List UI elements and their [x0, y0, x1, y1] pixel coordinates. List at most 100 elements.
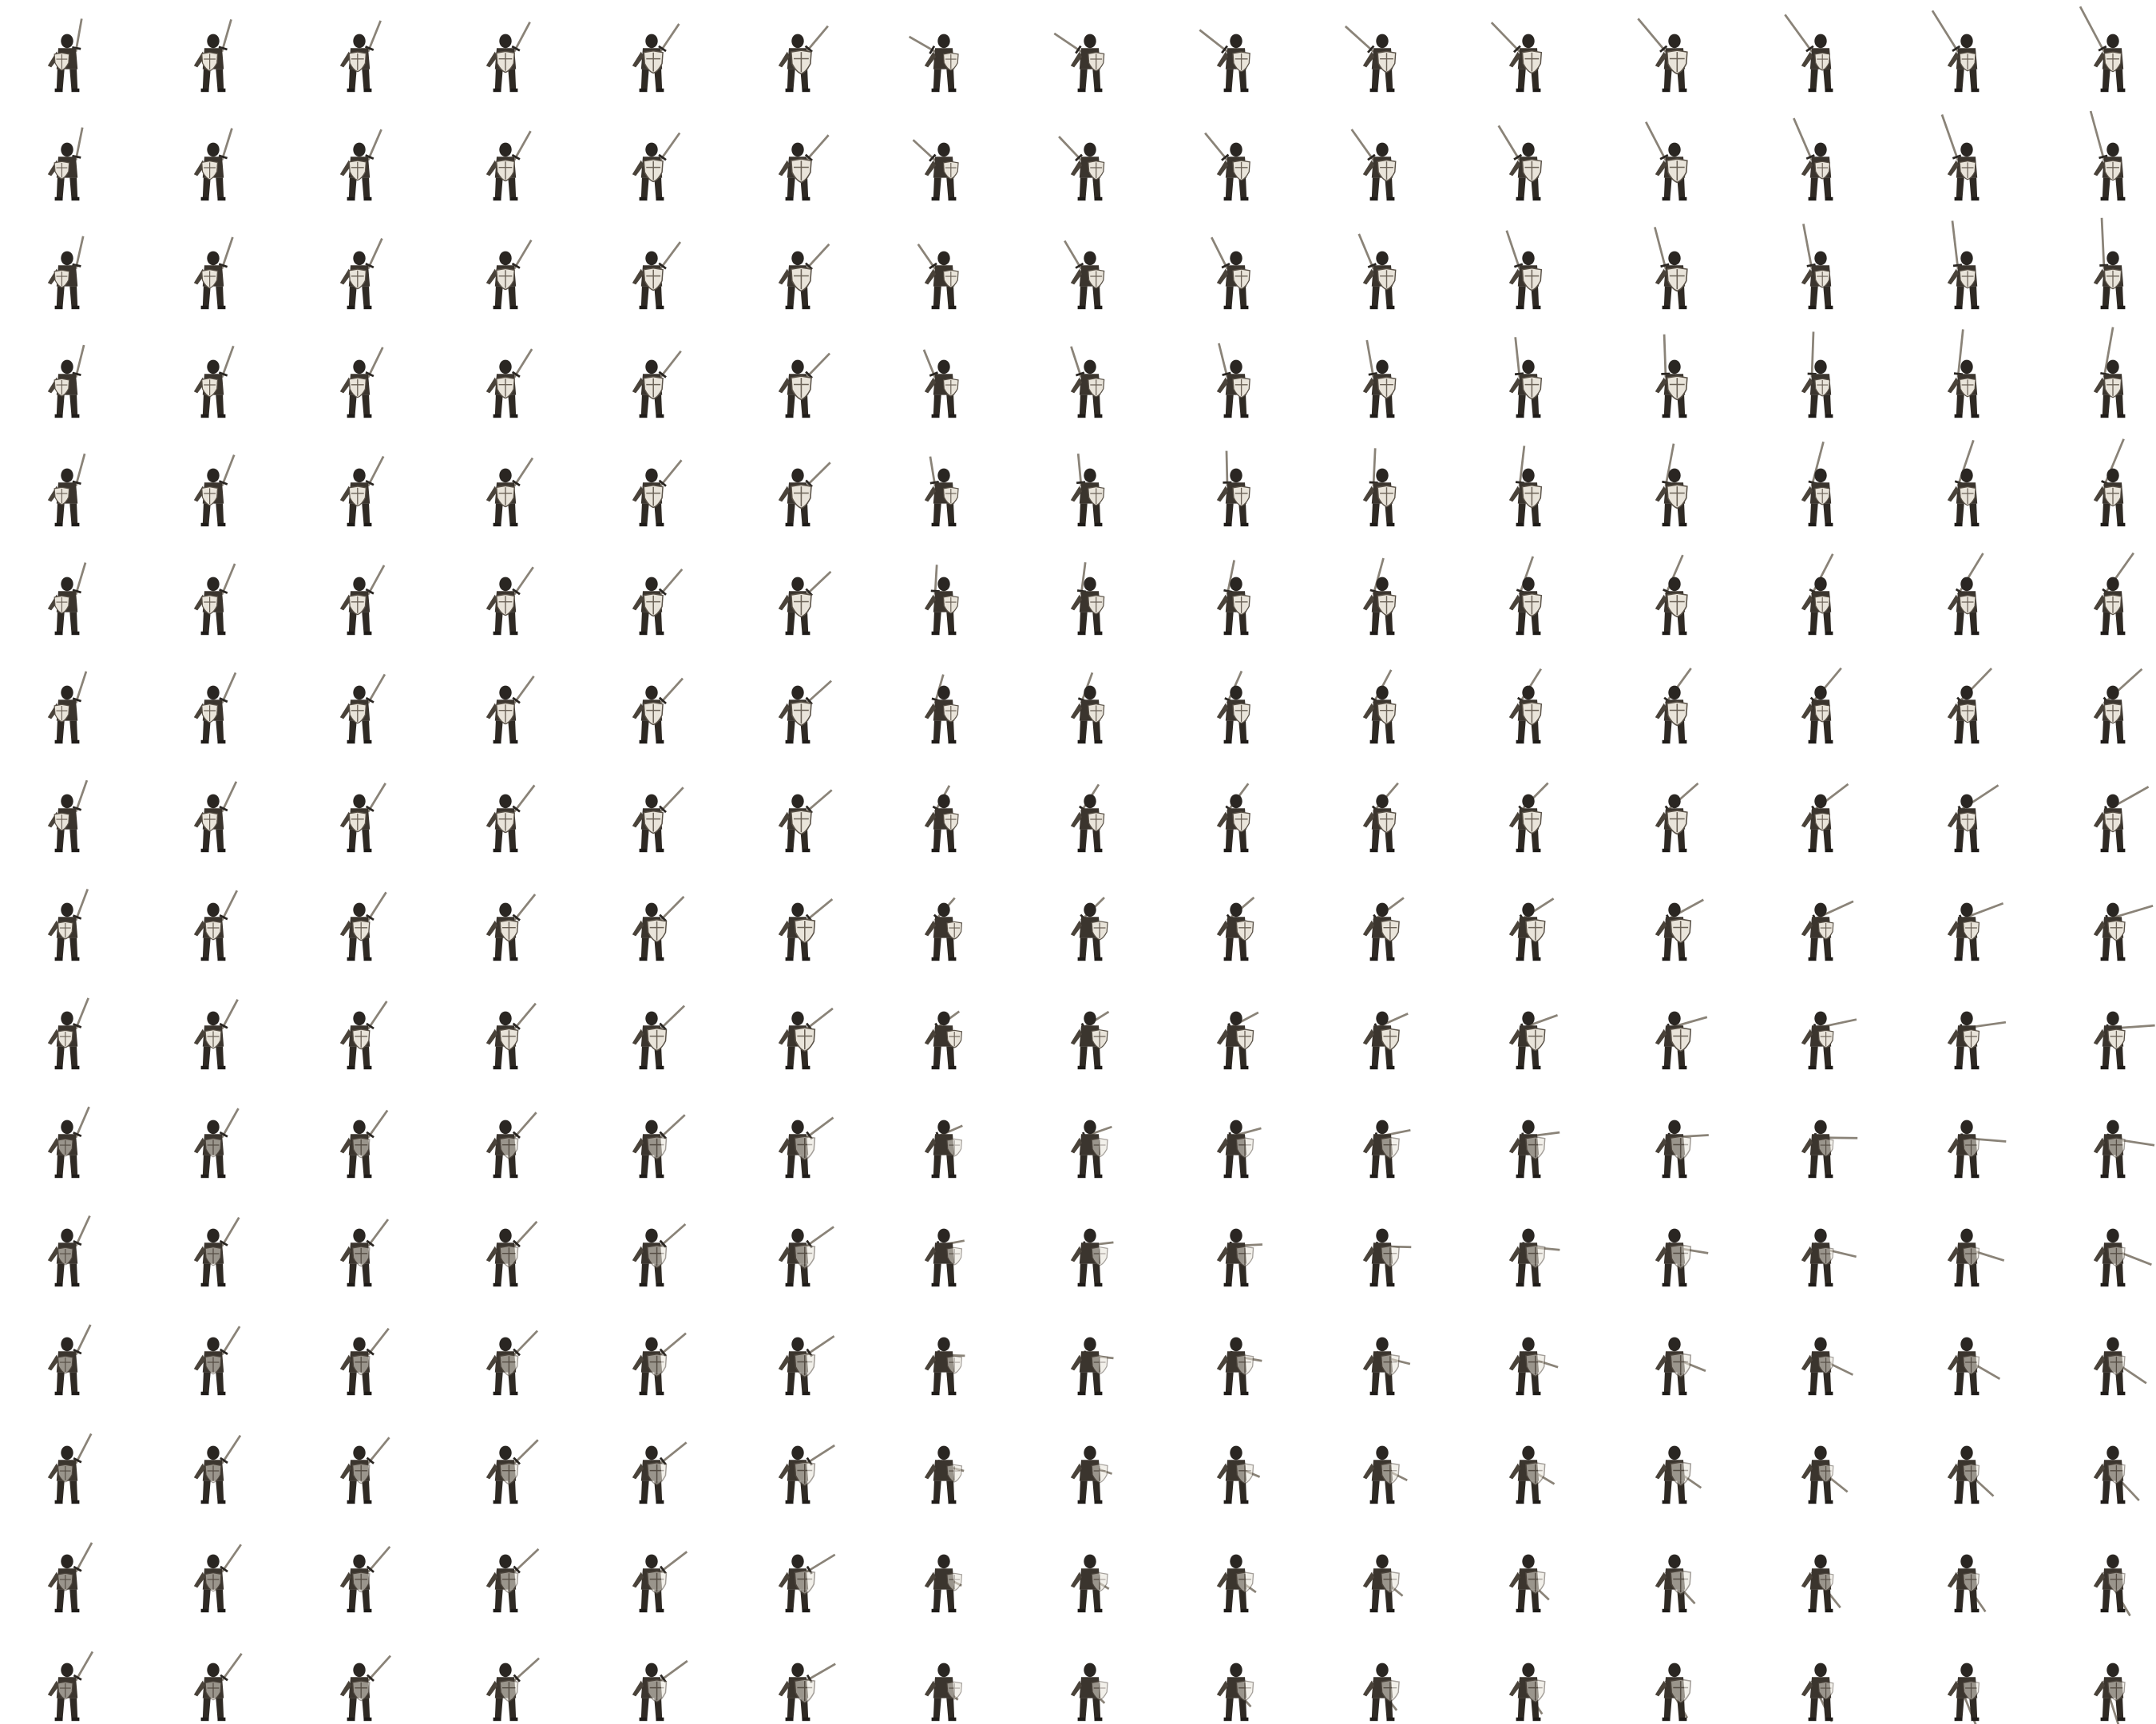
sword [659, 1223, 687, 1248]
sword-blade [74, 997, 89, 1030]
sprite [1070, 1010, 1110, 1070]
sprite [1058, 136, 1105, 201]
shield [646, 1027, 668, 1052]
sprite [632, 459, 683, 527]
sword-hilt [1368, 371, 1377, 376]
sprite [1216, 1228, 1263, 1287]
sprite [1508, 1445, 1556, 1504]
sword [72, 236, 85, 269]
sword [219, 563, 236, 596]
sprite [485, 348, 533, 418]
sword [1784, 14, 1814, 53]
sword-blade [367, 1327, 390, 1356]
sword [1204, 132, 1230, 161]
sword-blade [220, 563, 236, 596]
shield [1380, 1136, 1400, 1159]
sword-hilt [1659, 45, 1668, 53]
sword [1211, 236, 1231, 270]
sword-blade [659, 132, 681, 161]
sprite [193, 345, 235, 418]
sword [1365, 339, 1377, 378]
sword [805, 352, 831, 379]
sword-blade [367, 1437, 390, 1464]
sprite [47, 1542, 93, 1613]
sprite [193, 19, 232, 93]
sword [1058, 136, 1083, 162]
sprite [47, 344, 85, 418]
sword-blade [1357, 233, 1375, 270]
sprite [339, 673, 386, 744]
sword [512, 1002, 537, 1030]
sword-hilt [73, 1456, 82, 1464]
sword-blade [1956, 439, 1975, 487]
sword-blade [1373, 897, 1405, 921]
sword [218, 236, 234, 270]
shield [646, 1244, 668, 1269]
sword [1497, 125, 1523, 161]
sprite [1199, 29, 1250, 93]
sword-blade [1519, 782, 1549, 813]
sprite [1801, 1011, 1857, 1070]
shield [1380, 919, 1400, 942]
sprite [1508, 1337, 1559, 1396]
shield [794, 1027, 816, 1052]
sword-hilt [365, 371, 375, 378]
sword-blade [1064, 240, 1083, 270]
sprite [924, 1337, 965, 1396]
sword [366, 1219, 390, 1247]
sprite [1793, 117, 1833, 201]
shield [1377, 50, 1397, 73]
sprite [1637, 18, 1688, 93]
sprite [47, 1651, 94, 1722]
sword [365, 673, 386, 704]
sprite [339, 20, 382, 93]
sword-blade [367, 1545, 391, 1573]
sword-blade [367, 1001, 388, 1030]
sword [1931, 10, 1961, 53]
sword-hilt [366, 1456, 375, 1464]
sword-blade [1664, 668, 1692, 704]
sword [2099, 217, 2109, 269]
sword-blade [1810, 553, 1834, 596]
sword-blade [220, 1434, 242, 1464]
sword-hilt [365, 46, 375, 51]
sword [219, 1216, 240, 1247]
sword-blade [74, 1651, 94, 1682]
sword-hilt [1952, 154, 1962, 160]
sword-hilt [72, 371, 81, 376]
sword-hilt [1952, 45, 1961, 52]
sprite [339, 1219, 390, 1287]
sword-hilt [512, 914, 521, 921]
shield [1377, 485, 1397, 508]
sprite [1655, 554, 1688, 636]
sprite [47, 18, 83, 93]
sword [73, 1542, 93, 1573]
sprite [1784, 14, 1833, 93]
sword [72, 562, 87, 595]
sword [219, 1326, 241, 1356]
sword [366, 891, 387, 921]
sprite [339, 455, 385, 527]
sprite [339, 783, 386, 853]
sword-blade [659, 787, 684, 813]
sprite [632, 1114, 686, 1179]
sprite [193, 672, 237, 744]
shield [1670, 1353, 1692, 1378]
sword-hilt [365, 805, 375, 812]
sword-hilt [219, 914, 228, 921]
sprite [778, 1663, 836, 1722]
sprite [193, 781, 238, 853]
sword-blade [1199, 29, 1228, 53]
sword-blade [1514, 337, 1521, 378]
sprite [924, 1010, 963, 1070]
sword-blade [806, 680, 832, 704]
sword-blade [806, 462, 831, 487]
sprite [2093, 1228, 2152, 1287]
sprite [778, 462, 831, 527]
sword [512, 894, 537, 921]
sword [512, 457, 534, 487]
sword [366, 1655, 391, 1682]
sword [513, 1220, 538, 1248]
sword [365, 238, 383, 270]
sword [218, 19, 232, 52]
